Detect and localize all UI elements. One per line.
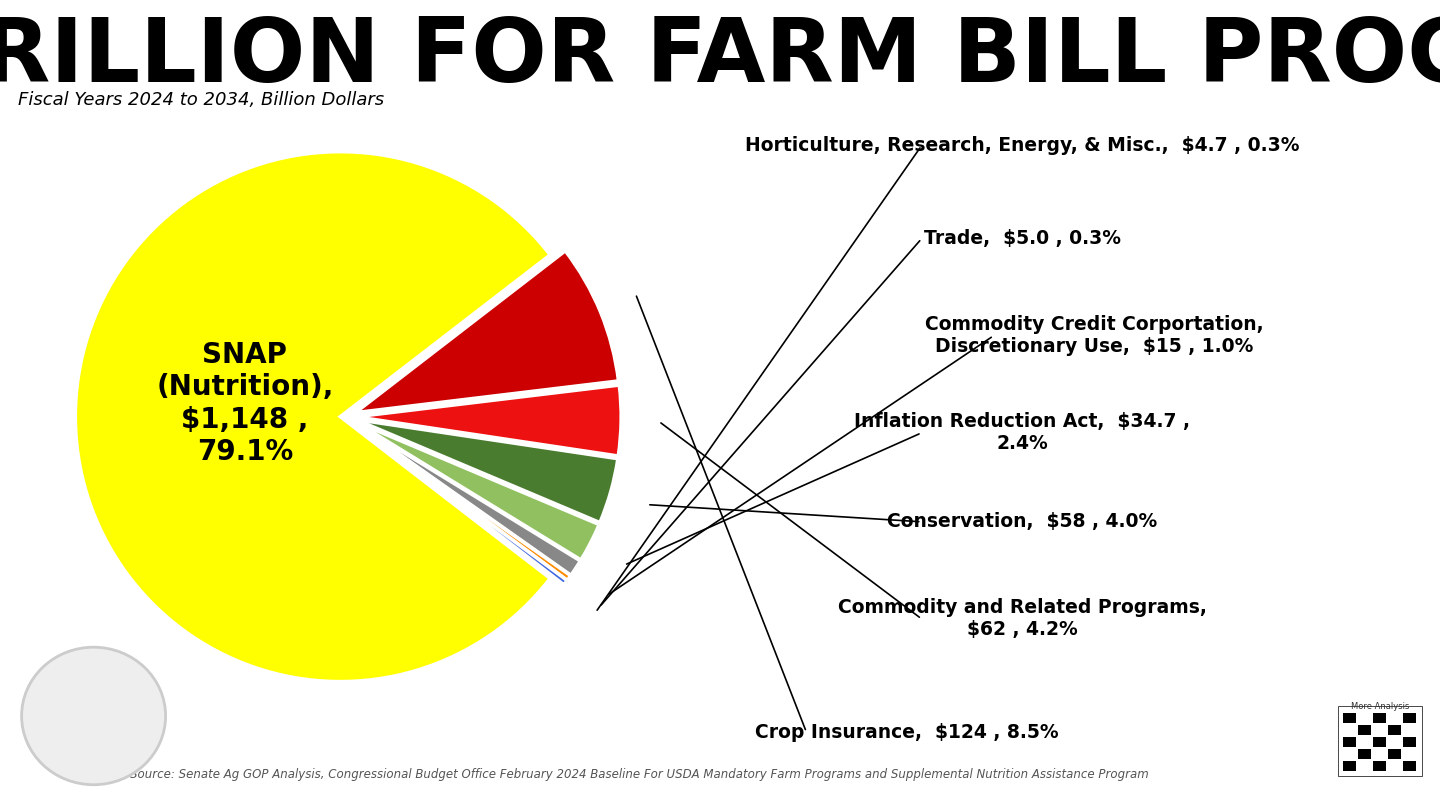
- Wedge shape: [356, 421, 599, 560]
- Text: $1.5 TRILLION FOR FARM BILL PROGRAMS: $1.5 TRILLION FOR FARM BILL PROGRAMS: [0, 14, 1440, 101]
- Text: Commodity Credit Corportation,
Discretionary Use,  $15 , 1.0%: Commodity Credit Corportation, Discretio…: [924, 316, 1264, 356]
- Text: Source: Senate Ag GOP Analysis, Congressional Budget Office February 2024 Baseli: Source: Senate Ag GOP Analysis, Congress…: [130, 768, 1149, 781]
- Bar: [1403, 761, 1416, 772]
- Bar: [1344, 761, 1356, 772]
- Wedge shape: [75, 151, 550, 682]
- Bar: [1358, 749, 1371, 760]
- Wedge shape: [354, 423, 567, 585]
- Bar: [1388, 725, 1401, 735]
- Text: Trade,  $5.0 , 0.3%: Trade, $5.0 , 0.3%: [924, 229, 1120, 248]
- Text: Conservation,  $58 , 4.0%: Conservation, $58 , 4.0%: [887, 512, 1158, 532]
- Wedge shape: [356, 251, 618, 413]
- Wedge shape: [356, 420, 618, 523]
- Text: COMMITTEE
SENATE GOP: COMMITTEE SENATE GOP: [62, 719, 118, 739]
- Bar: [1403, 737, 1416, 748]
- Bar: [1344, 713, 1356, 723]
- Text: Fiscal Years 2024 to 2034, Billion Dollars: Fiscal Years 2024 to 2034, Billion Dolla…: [17, 91, 384, 109]
- Wedge shape: [354, 422, 580, 575]
- Bar: [1372, 737, 1385, 748]
- Text: Inflation Reduction Act,  $34.7 ,
2.4%: Inflation Reduction Act, $34.7 , 2.4%: [854, 413, 1191, 453]
- Bar: [1372, 713, 1385, 723]
- Wedge shape: [356, 385, 621, 456]
- Bar: [1403, 713, 1416, 723]
- Bar: [1388, 749, 1401, 760]
- Bar: [1358, 725, 1371, 735]
- Text: AG: AG: [68, 690, 112, 718]
- Wedge shape: [354, 423, 570, 580]
- Bar: [1344, 737, 1356, 748]
- Text: Horticulture, Research, Energy, & Misc.,  $4.7 , 0.3%: Horticulture, Research, Energy, & Misc.,…: [744, 136, 1300, 155]
- Bar: [1372, 761, 1385, 772]
- Text: Commodity and Related Programs,
$62 , 4.2%: Commodity and Related Programs, $62 , 4.…: [838, 599, 1207, 639]
- Bar: [1338, 706, 1423, 776]
- Text: More Analysis: More Analysis: [1351, 701, 1410, 710]
- Text: SNAP
(Nutrition),
$1,148 ,
79.1%: SNAP (Nutrition), $1,148 , 79.1%: [156, 341, 334, 466]
- Text: Crop Insurance,  $124 , 8.5%: Crop Insurance, $124 , 8.5%: [756, 722, 1058, 742]
